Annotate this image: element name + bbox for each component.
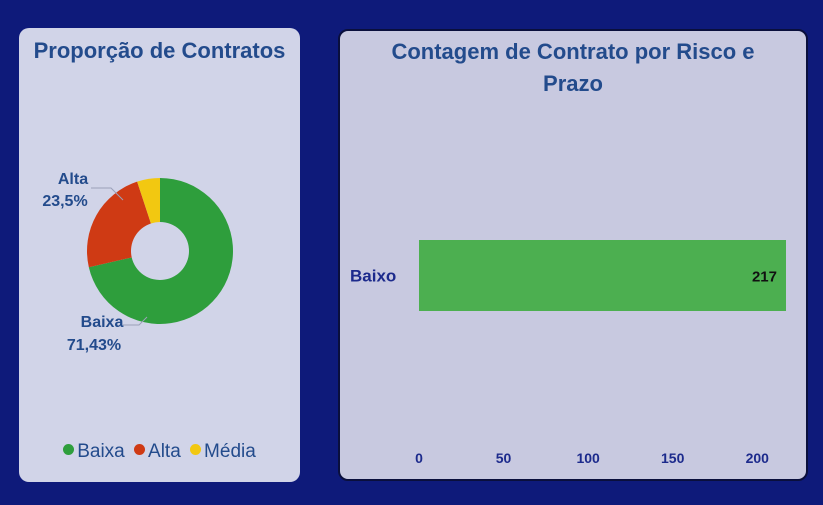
count-title: Contagem de Contrato por Risco e Prazo [391, 39, 755, 96]
label-alta-value: 23,5% [42, 193, 87, 210]
legend-label-media: Média [204, 441, 256, 462]
legend-item-media[interactable]: Média [190, 441, 256, 463]
donut-slice-alta[interactable] [87, 181, 151, 268]
legend-label-alta: Alta [148, 441, 181, 462]
donut-legend: Baixa Alta Média [19, 441, 300, 463]
label-baixa-name: Baixa [81, 314, 124, 331]
legend-dot-media [190, 444, 202, 456]
legend-label-baixa: Baixa [77, 441, 125, 462]
donut-slice-baixa[interactable] [88, 178, 234, 324]
x-tick-label: 200 [746, 450, 770, 466]
donut-chart: Alta 23,5% Baixa 71,43% [42, 171, 234, 354]
proportion-title: Proporção de Contratos [33, 38, 286, 63]
donut-slice-media[interactable] [137, 178, 160, 224]
bar-chart: Baixo 217 0 50 100 150 200 [350, 240, 786, 466]
label-baixa-value: 71,43% [67, 337, 121, 354]
legend-item-baixa[interactable]: Baixa [63, 441, 125, 463]
leader-line-alta [91, 187, 124, 201]
leader-line-baixa [123, 316, 148, 326]
proportion-card: Proporção de Contratos Alta 23,5% Baixa 71,… [19, 28, 300, 482]
bar-value-label: 217 [752, 269, 777, 286]
x-tick-label: 150 [661, 450, 685, 466]
label-alta-name: Alta [58, 171, 88, 188]
bar-baixo[interactable] [419, 240, 786, 311]
x-tick-label: 0 [415, 450, 423, 466]
x-tick-label: 50 [496, 450, 512, 466]
legend-item-alta[interactable]: Alta [134, 441, 181, 463]
x-tick-label: 100 [576, 450, 600, 466]
legend-dot-baixa [63, 444, 75, 456]
legend-dot-alta [134, 444, 146, 456]
count-card: Contagem de Contrato por Risco e Prazo B… [338, 29, 808, 481]
bar-category-label: Baixo [350, 267, 396, 286]
